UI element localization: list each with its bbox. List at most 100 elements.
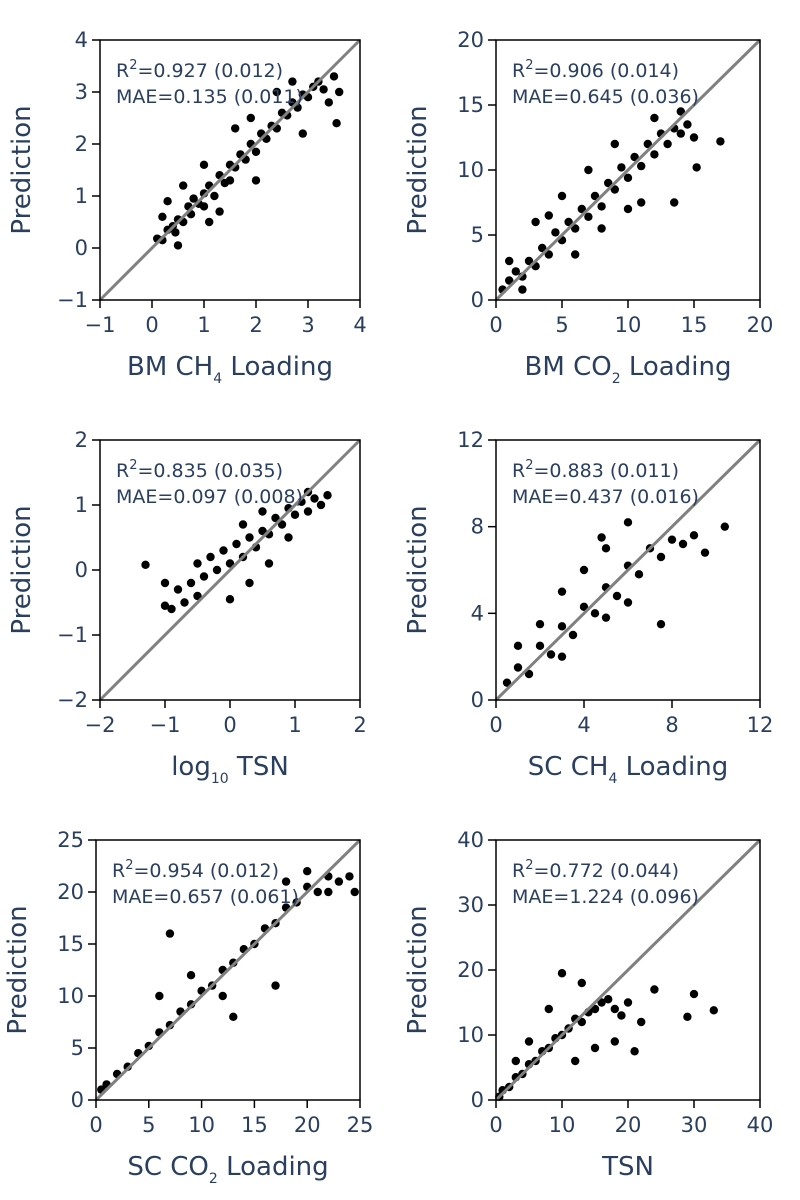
mae-annotation: MAE=0.135 (0.011) bbox=[116, 86, 303, 108]
data-point bbox=[231, 124, 240, 133]
x-tick-label: 1 bbox=[197, 313, 210, 337]
data-point bbox=[303, 867, 312, 876]
y-tick-label: 12 bbox=[457, 428, 484, 452]
data-point bbox=[610, 185, 619, 194]
y-axis-title: Prediction bbox=[403, 905, 433, 1034]
data-point bbox=[597, 998, 606, 1007]
y-tick-label: −2 bbox=[57, 688, 88, 712]
x-tick-label: 15 bbox=[241, 1113, 268, 1137]
x-axis-title: log10 TSN bbox=[171, 752, 289, 787]
x-axis-title: SC CH4 Loading bbox=[528, 752, 728, 787]
data-point bbox=[579, 565, 589, 575]
identity-line bbox=[98, 438, 362, 702]
data-point bbox=[324, 98, 333, 107]
y-tick-label: −1 bbox=[57, 288, 88, 312]
x-tick-label: 15 bbox=[681, 313, 708, 337]
data-point bbox=[319, 85, 328, 94]
data-point bbox=[158, 212, 167, 221]
data-point bbox=[502, 678, 512, 687]
data-point bbox=[251, 176, 261, 185]
scatter-panel-6: 0 10 20 30 40 0 10 20 30 40 Prediction TSN R2=0.772 … bbox=[403, 828, 773, 1182]
y-tick-label: 10 bbox=[57, 984, 84, 1008]
data-point bbox=[167, 604, 176, 614]
data-point bbox=[218, 991, 227, 1001]
data-point bbox=[538, 243, 547, 253]
x-tick-label: 12 bbox=[747, 713, 774, 737]
x-tick-label: 0 bbox=[145, 313, 158, 337]
data-point bbox=[623, 598, 633, 607]
data-point bbox=[577, 1017, 586, 1027]
data-point bbox=[141, 560, 150, 569]
data-point bbox=[193, 559, 202, 568]
y-tick-label: 40 bbox=[457, 828, 484, 852]
data-point bbox=[544, 211, 553, 220]
data-point bbox=[505, 276, 514, 285]
data-point bbox=[564, 217, 573, 227]
data-point bbox=[206, 552, 215, 562]
y-tick-label: 20 bbox=[457, 28, 484, 52]
r2-annotation: R2=0.883 (0.011) bbox=[512, 458, 679, 482]
data-point bbox=[199, 160, 209, 169]
data-point bbox=[258, 526, 267, 536]
data-point bbox=[650, 985, 659, 994]
data-point bbox=[160, 578, 170, 588]
data-point bbox=[173, 585, 183, 594]
y-axis-title: Prediction bbox=[3, 905, 33, 1034]
data-point bbox=[590, 1043, 600, 1053]
data-point bbox=[643, 139, 652, 149]
x-tick-label: −2 bbox=[85, 713, 116, 737]
data-point bbox=[335, 87, 344, 97]
data-point bbox=[689, 133, 699, 142]
data-point bbox=[623, 518, 633, 527]
x-tick-label: 20 bbox=[615, 1113, 642, 1137]
plot-frame bbox=[99, 39, 361, 301]
y-tick-label: 1 bbox=[75, 184, 88, 208]
y-axis-title: Prediction bbox=[7, 105, 37, 234]
data-point bbox=[155, 991, 164, 1001]
data-point bbox=[551, 228, 560, 237]
data-point bbox=[544, 250, 553, 259]
y-tick-label: 4 bbox=[471, 601, 484, 625]
data-point bbox=[612, 591, 622, 601]
scatter-panel-2: 0 5 10 15 20 0 5 10 15 20 Prediction BM CO2 Loading… bbox=[403, 28, 773, 387]
x-axis-title: BM CO2 Loading bbox=[525, 352, 732, 387]
data-point bbox=[590, 191, 600, 201]
x-tick-label: 1 bbox=[288, 713, 301, 737]
x-axis-title: BM CH4 Loading bbox=[127, 352, 333, 387]
data-point bbox=[617, 163, 626, 172]
data-point bbox=[524, 669, 534, 679]
identity-line bbox=[98, 38, 362, 302]
data-point bbox=[670, 198, 679, 207]
data-point bbox=[656, 552, 666, 562]
y-tick-label: 3 bbox=[75, 80, 88, 104]
data-point bbox=[212, 565, 222, 575]
mae-annotation: MAE=1.224 (0.096) bbox=[512, 886, 699, 908]
data-point bbox=[313, 887, 322, 897]
data-point bbox=[219, 546, 228, 555]
x-tick-label: 3 bbox=[301, 313, 314, 337]
y-tick-label: 2 bbox=[75, 132, 88, 156]
data-point bbox=[617, 1011, 626, 1020]
data-point bbox=[683, 120, 692, 129]
data-point bbox=[310, 494, 319, 503]
data-point bbox=[160, 601, 170, 610]
data-point bbox=[513, 663, 523, 672]
data-point bbox=[189, 194, 198, 203]
data-point bbox=[513, 641, 523, 651]
data-point bbox=[571, 250, 580, 259]
data-point bbox=[610, 139, 619, 149]
data-point bbox=[557, 191, 567, 201]
data-point bbox=[720, 522, 729, 531]
data-point bbox=[683, 1012, 692, 1021]
data-point bbox=[324, 887, 333, 897]
r2-annotation: R2=0.772 (0.044) bbox=[512, 858, 679, 882]
y-axis-title: Prediction bbox=[7, 505, 37, 634]
data-point bbox=[663, 139, 672, 149]
plot-frame bbox=[95, 839, 361, 1101]
y-tick-label: 20 bbox=[57, 880, 84, 904]
data-point bbox=[329, 72, 339, 81]
mae-annotation: MAE=0.437 (0.016) bbox=[512, 486, 699, 508]
data-point bbox=[173, 241, 183, 250]
data-point bbox=[215, 207, 224, 216]
data-point bbox=[524, 1037, 534, 1046]
